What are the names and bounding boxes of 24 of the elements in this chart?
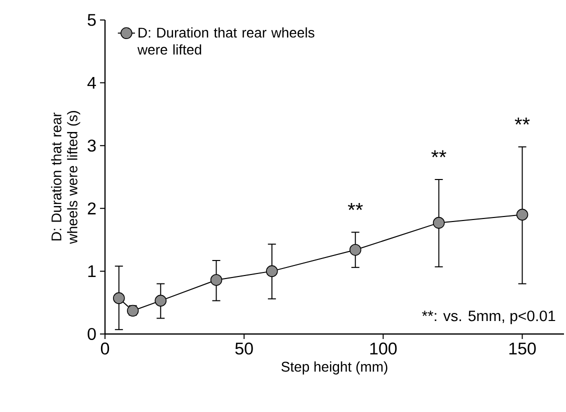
x-axis-title: Step height (mm) [281, 361, 388, 374]
x-tick-label: 150 [509, 342, 536, 355]
point [349, 244, 362, 256]
legend-label: D: Duration that rear wheels were lifted [137, 27, 314, 55]
y-tick-label: 5 [88, 14, 96, 26]
x-tick-label: 50 [235, 342, 253, 355]
y-tick-label: 3 [88, 140, 96, 152]
point [432, 216, 445, 229]
x-tick-label: 0 [100, 342, 110, 355]
y-tick-label: 0 [88, 328, 96, 340]
y-axis-title: D: Duration that rear wheels were lifted (s) [51, 110, 80, 244]
point [210, 274, 222, 286]
point [266, 265, 278, 278]
annotation: ** [514, 118, 530, 125]
y-tick-label: 2 [88, 202, 96, 214]
x-tick-label: 100 [370, 342, 397, 355]
point [113, 292, 125, 304]
y-tick-label: 4 [87, 76, 96, 89]
annotation: ** [431, 150, 446, 158]
annotation: **: vs. 5mm, p<0.01 [422, 310, 556, 324]
y-tick-label: 1 [88, 265, 96, 278]
point [516, 208, 528, 221]
point [154, 294, 167, 307]
annotation: ** [348, 202, 363, 210]
